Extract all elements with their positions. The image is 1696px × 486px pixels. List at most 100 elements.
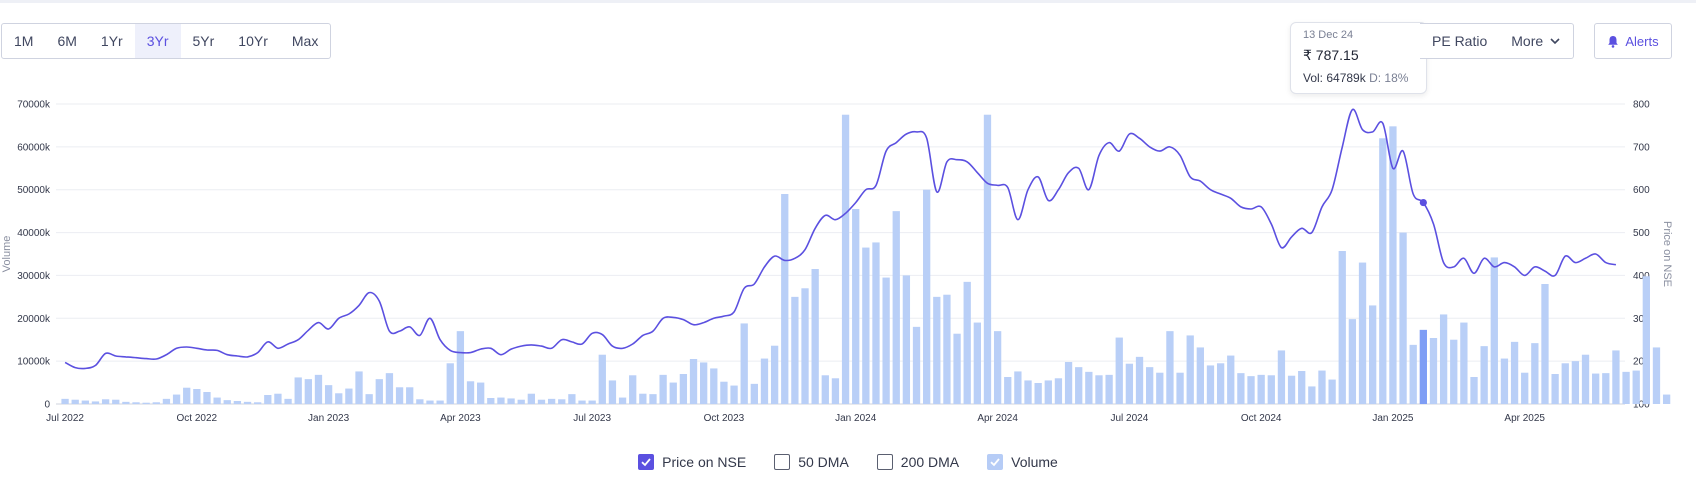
volume-bar: [466, 381, 475, 404]
volume-bar: [1399, 232, 1407, 404]
pe-ratio-label: PE Ratio: [1432, 33, 1488, 49]
volume-bar: [547, 398, 556, 404]
y-left-tick-label: 60000k: [17, 142, 51, 153]
volume-bar: [324, 385, 333, 404]
volume-bar: [436, 400, 444, 404]
volume-bar: [659, 374, 667, 404]
volume-bar: [385, 373, 394, 404]
range-button-6m[interactable]: 6M: [57, 33, 77, 49]
volume-bar: [1237, 373, 1245, 404]
x-tick-label: Jan 2025: [1372, 413, 1414, 424]
volume-bar: [142, 402, 150, 404]
legend-label: Volume: [1011, 454, 1058, 470]
y-left-tick-label: 50000k: [17, 185, 51, 196]
volume-bar: [1409, 344, 1417, 404]
tooltip-volume-value: Vol: 64789k: [1303, 71, 1366, 85]
volume-bar: [1450, 339, 1458, 404]
volume-bar: [1480, 346, 1488, 404]
volume-bar: [821, 375, 829, 404]
tooltip-price: ₹ 787.15: [1303, 47, 1359, 63]
volume-bar: [1004, 377, 1012, 404]
volume-bar: [1196, 347, 1204, 404]
volume-bar: [811, 269, 819, 404]
range-button-max[interactable]: Max: [291, 33, 319, 49]
volume-bar: [852, 209, 860, 404]
volume-bar: [629, 375, 637, 404]
volume-bar: [1075, 367, 1083, 404]
legend-item-price-on-nse[interactable]: Price on NSE: [638, 454, 746, 470]
more-label: More: [1511, 33, 1544, 49]
tooltip-delivery-label: D:: [1369, 71, 1382, 85]
volume-bar: [284, 398, 292, 404]
volume-bar: [892, 211, 900, 404]
volume-bar: [1115, 337, 1123, 404]
volume-bar: [335, 393, 343, 404]
range-button-1yr[interactable]: 1Yr: [100, 33, 123, 49]
volume-bar: [1470, 377, 1478, 404]
volume-bar: [679, 374, 688, 404]
volume-bar: [172, 394, 181, 404]
volume-bar: [1064, 362, 1073, 404]
volume-bar: [294, 377, 302, 404]
volume-bar: [618, 397, 627, 404]
legend-item-50-dma[interactable]: 50 DMA: [774, 454, 849, 470]
volume-bar: [1521, 372, 1529, 404]
checkbox-icon[interactable]: [876, 454, 893, 470]
volume-bar: [710, 368, 718, 404]
volume-bar: [406, 387, 414, 404]
x-tick-label: Apr 2023: [440, 413, 481, 424]
volume-bar: [943, 294, 951, 404]
y-right-tick-label: 600: [1633, 185, 1650, 196]
volume-bar: [720, 381, 728, 404]
volume-bar: [1500, 358, 1509, 404]
volume-bar: [1490, 257, 1498, 404]
bell-icon: [1608, 35, 1619, 48]
range-button-5yr[interactable]: 5Yr: [192, 33, 215, 49]
y-right-tick-label: 300: [1633, 314, 1650, 325]
volume-bar: [1439, 314, 1448, 404]
alerts-button[interactable]: Alerts: [1594, 23, 1672, 59]
checkbox-icon[interactable]: [774, 454, 791, 470]
checkbox-icon[interactable]: [638, 454, 655, 470]
volume-bar: [162, 398, 171, 404]
volume-bar: [983, 114, 992, 404]
y-right-tick-label: 500: [1633, 228, 1650, 239]
volume-bar: [781, 194, 789, 404]
x-tick-label: Jan 2023: [308, 413, 350, 424]
volume-bar: [1541, 284, 1549, 404]
volume-bar: [598, 354, 606, 404]
volume-bar: [1592, 373, 1600, 404]
legend-item-volume[interactable]: Volume: [987, 454, 1058, 470]
legend-item-200-dma[interactable]: 200 DMA: [876, 454, 960, 470]
volume-bar: [122, 401, 130, 404]
more-dropdown[interactable]: More: [1499, 24, 1573, 58]
legend-label: Price on NSE: [662, 454, 747, 470]
volume-bar: [791, 296, 799, 404]
volume-bar: [1612, 350, 1620, 404]
volume-bar: [477, 382, 485, 404]
volume-bar: [1054, 378, 1063, 404]
volume-bar: [314, 374, 323, 404]
legend-label: 200 DMA: [900, 454, 960, 470]
checkbox-icon[interactable]: [987, 454, 1004, 470]
volume-bar: [750, 383, 758, 404]
range-button-3yr[interactable]: 3Yr: [134, 24, 181, 58]
volume-bar: [446, 363, 454, 404]
range-button-10yr[interactable]: 10Yr: [238, 33, 268, 49]
volume-bar: [213, 397, 221, 404]
volume-bar: [1216, 363, 1225, 404]
pe-ratio-button[interactable]: PE Ratio: [1420, 24, 1499, 58]
y-right-axis-title: Price on NSE: [1661, 221, 1673, 287]
volume-bar: [203, 392, 211, 404]
volume-bar: [1510, 341, 1519, 404]
volume-bar: [223, 400, 231, 404]
chart-legend: Price on NSE 50 DMA 200 DMA Volume: [0, 454, 1696, 470]
volume-bar: [1176, 372, 1184, 404]
y-right-tick-label: 400: [1633, 271, 1650, 282]
volume-bar: [1622, 371, 1630, 404]
volume-bar: [1146, 367, 1154, 404]
range-button-1m[interactable]: 1M: [14, 33, 34, 49]
volume-bar: [101, 399, 110, 404]
volume-bar: [1662, 394, 1671, 404]
volume-bar: [933, 296, 941, 404]
